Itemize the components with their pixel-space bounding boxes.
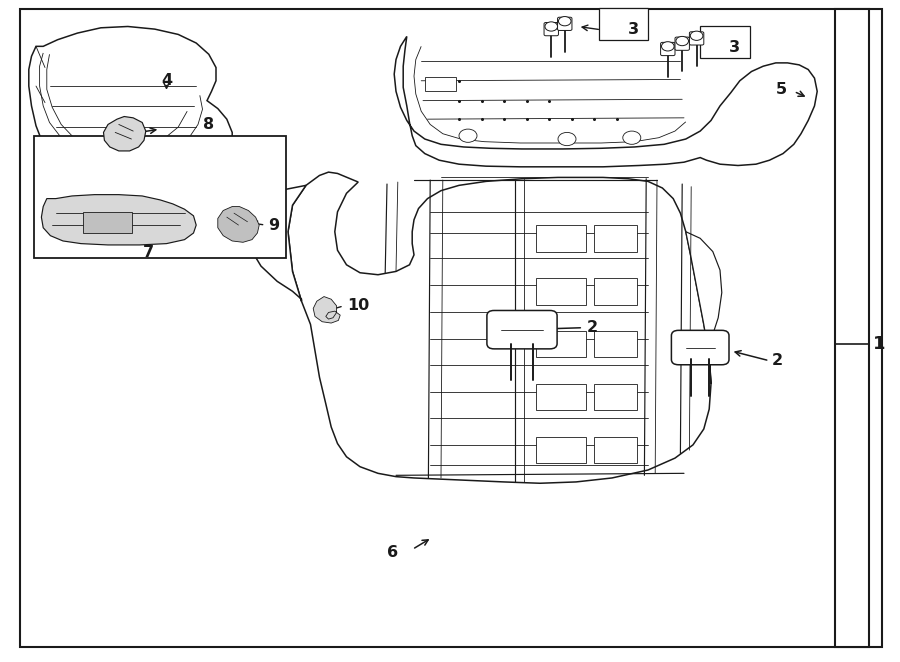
Polygon shape [313, 297, 340, 323]
Bar [83, 212, 132, 233]
Text: 2: 2 [587, 320, 598, 335]
Circle shape [558, 132, 576, 146]
Polygon shape [248, 185, 306, 301]
Polygon shape [218, 207, 259, 242]
Text: 3: 3 [628, 22, 639, 36]
Circle shape [459, 129, 477, 142]
FancyBboxPatch shape [689, 32, 704, 45]
Polygon shape [394, 36, 817, 167]
Text: 7: 7 [143, 246, 154, 260]
FancyBboxPatch shape [544, 23, 558, 36]
Bar [594, 384, 637, 410]
Circle shape [690, 31, 703, 40]
Bar [594, 437, 637, 463]
Bar [835, 9, 869, 647]
Bar [536, 278, 586, 305]
Polygon shape [104, 117, 146, 151]
FancyBboxPatch shape [675, 37, 689, 50]
Bar [536, 225, 586, 252]
FancyBboxPatch shape [671, 330, 729, 365]
Bar [598, 8, 648, 40]
Bar [594, 225, 637, 252]
Circle shape [676, 36, 688, 46]
Text: 4: 4 [161, 73, 172, 88]
Bar [594, 278, 637, 305]
Circle shape [545, 22, 557, 31]
Bar [536, 331, 586, 357]
Bar [536, 437, 586, 463]
Text: 3: 3 [729, 40, 740, 55]
Bar [700, 26, 750, 58]
Text: 5: 5 [776, 82, 787, 97]
Circle shape [623, 131, 641, 144]
Bar [594, 331, 637, 357]
FancyBboxPatch shape [661, 42, 675, 56]
Circle shape [662, 42, 674, 51]
Polygon shape [29, 26, 232, 192]
Bar [536, 384, 586, 410]
Circle shape [558, 17, 571, 26]
Text: 8: 8 [202, 117, 213, 132]
Polygon shape [288, 172, 711, 483]
Text: 10: 10 [347, 299, 370, 313]
Text: 1: 1 [873, 335, 886, 354]
Text: 9: 9 [268, 218, 279, 232]
FancyBboxPatch shape [557, 17, 572, 30]
Polygon shape [686, 232, 722, 384]
Bar [425, 77, 456, 91]
FancyBboxPatch shape [487, 310, 557, 349]
Polygon shape [41, 195, 196, 245]
Text: 6: 6 [387, 545, 398, 560]
Bar [34, 136, 286, 258]
Text: 2: 2 [772, 354, 783, 368]
